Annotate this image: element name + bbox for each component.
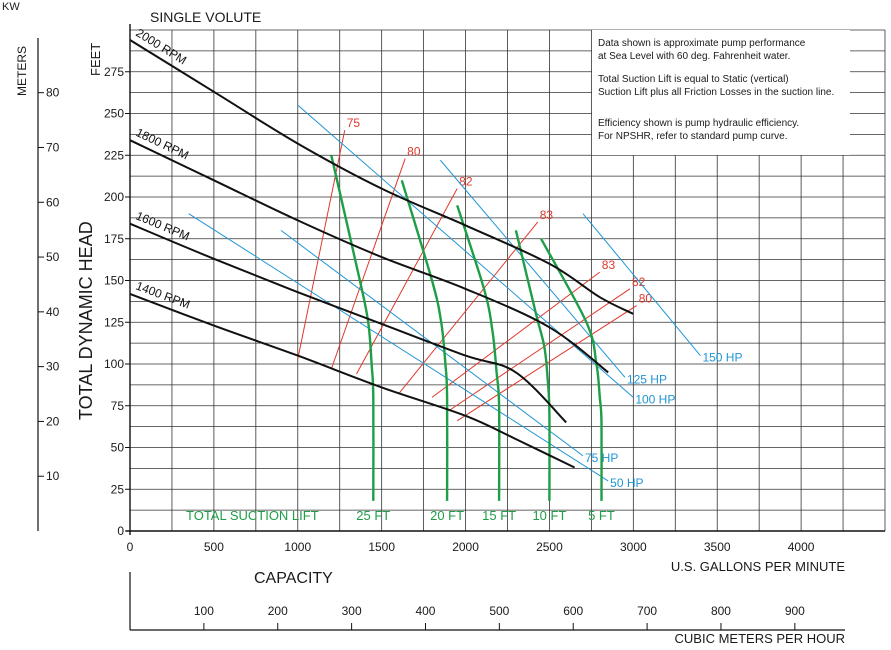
suction-lift-label: TOTAL SUCTION LIFT — [186, 508, 319, 523]
suction-lift-curves: 25 FT 20 FT 15 FT 10 FT 5 FT — [330, 155, 615, 523]
secondary-y-tick-label: 40 — [46, 305, 60, 319]
secondary-x-tick-label: 200 — [268, 604, 288, 618]
secondary-x-label: CAPACITY — [254, 570, 333, 587]
y-tick-label: 50 — [111, 441, 125, 455]
x-tick-label: 2500 — [536, 540, 563, 554]
secondary-x-tick-label: 500 — [489, 604, 509, 618]
suction-lift-value-label: 5 FT — [588, 508, 615, 523]
efficiency-line — [398, 221, 539, 395]
note-line: at Sea Level with 60 deg. Fahrenheit wat… — [598, 51, 790, 62]
x-tick-label: 1500 — [368, 540, 395, 554]
note-line: Data shown is approximate pump performan… — [598, 38, 806, 49]
y-unit-label: FEET — [88, 43, 103, 76]
x-tick-label: 0 — [127, 540, 134, 554]
hp-line — [582, 213, 701, 356]
efficiency-label: 83 — [602, 258, 616, 272]
y-tick-label: 25 — [111, 482, 125, 496]
note-line: Efficiency shown is pump hydraulic effic… — [598, 118, 799, 129]
hp-label: 125 HP — [627, 372, 667, 386]
hp-line — [188, 213, 609, 482]
efficiency-line — [356, 188, 458, 375]
note-line: Total Suction Lift is equal to Static (v… — [598, 74, 789, 85]
secondary-y-tick-label: 50 — [46, 250, 60, 264]
y-tick-label: 225 — [104, 148, 124, 162]
suction-lift-curve — [330, 155, 375, 501]
secondary-x-tick-label: 300 — [342, 604, 362, 618]
y-tick-label: 125 — [104, 315, 124, 329]
x-tick-label: 500 — [204, 540, 224, 554]
secondary-y-tick-label: 10 — [46, 469, 60, 483]
chart-title: SINGLE VOLUTE — [150, 9, 261, 25]
rpm-curve — [129, 39, 634, 315]
secondary-x-tick-label: 800 — [711, 604, 731, 618]
x-axis-label: U.S. GALLONS PER MINUTE — [671, 559, 845, 574]
secondary-x-tick-label: 400 — [415, 604, 435, 618]
efficiency-line — [297, 130, 346, 360]
y-tick-label: 200 — [104, 190, 124, 204]
suction-lift-value-label: 10 FT — [532, 508, 566, 523]
secondary-y-top: KW — [2, 1, 20, 13]
efficiency-line — [431, 271, 601, 398]
x-tick-label: 4000 — [788, 540, 815, 554]
hp-line — [440, 159, 626, 378]
efficiency-label: 82 — [459, 175, 473, 189]
secondary-y-tick-label: 20 — [46, 414, 60, 428]
x-tick-label: 3000 — [620, 540, 647, 554]
efficiency-label: 75 — [347, 116, 361, 130]
x-tick-label: 3500 — [704, 540, 731, 554]
note-line: Suction Lift plus all Friction Losses in… — [598, 87, 834, 98]
axes: 0 25 50 75 100 125 150 175 200 225 250 275 0 500 1000 1… — [37, 24, 885, 631]
efficiency-line — [330, 158, 406, 370]
secondary-y-unit: METERS — [15, 46, 29, 96]
secondary-x-tick-label: 100 — [194, 604, 214, 618]
secondary-y-tick-label: 60 — [46, 195, 60, 209]
efficiency-label: 80 — [407, 145, 421, 159]
x-tick-label: 1000 — [284, 540, 311, 554]
rpm-curve — [129, 222, 567, 424]
suction-lift-curve — [514, 230, 551, 501]
y-tick-label: 75 — [111, 399, 125, 413]
efficiency-label: 83 — [540, 208, 554, 222]
efficiency-label: 80 — [639, 292, 653, 306]
y-tick-label: 150 — [104, 274, 124, 288]
x-tick-label: 2000 — [452, 540, 479, 554]
suction-lift-value-label: 25 FT — [356, 508, 390, 523]
suction-lift-value-label: 15 FT — [482, 508, 516, 523]
suction-lift-curve — [400, 179, 449, 501]
secondary-y-tick-label: 80 — [46, 86, 60, 100]
rpm-label: 1800 RPM — [134, 125, 191, 162]
hp-label: 150 HP — [702, 351, 742, 365]
secondary-y-tick-label: 70 — [46, 140, 60, 154]
hp-label: 100 HP — [635, 392, 675, 406]
y-tick-label: 175 — [104, 232, 124, 246]
hp-line — [297, 104, 634, 398]
y-axis-label: TOTAL DYNAMIC HEAD — [76, 221, 96, 420]
notes-box — [592, 30, 850, 155]
suction-lift-value-label: 20 FT — [430, 508, 464, 523]
secondary-x-tick-label: 700 — [637, 604, 657, 618]
rpm-curve — [129, 292, 576, 469]
suction-lift-curve — [540, 238, 603, 501]
efficiency-line — [448, 288, 631, 412]
y-tick-label: 0 — [117, 524, 124, 538]
y-tick-label: 250 — [104, 107, 124, 121]
secondary-x-tick-label: 600 — [563, 604, 583, 618]
hp-label: 50 HP — [610, 476, 643, 490]
y-tick-label: 275 — [104, 65, 124, 79]
rpm-curve — [129, 139, 609, 374]
note-line: For NPSHR, refer to standard pump curve. — [598, 131, 788, 142]
suction-lift-curve — [456, 204, 501, 501]
secondary-x-unit: CUBIC METERS PER HOUR — [675, 631, 845, 646]
y-tick-label: 100 — [104, 357, 124, 371]
secondary-x-tick-label: 900 — [785, 604, 805, 618]
secondary-y-tick-label: 30 — [46, 360, 60, 374]
